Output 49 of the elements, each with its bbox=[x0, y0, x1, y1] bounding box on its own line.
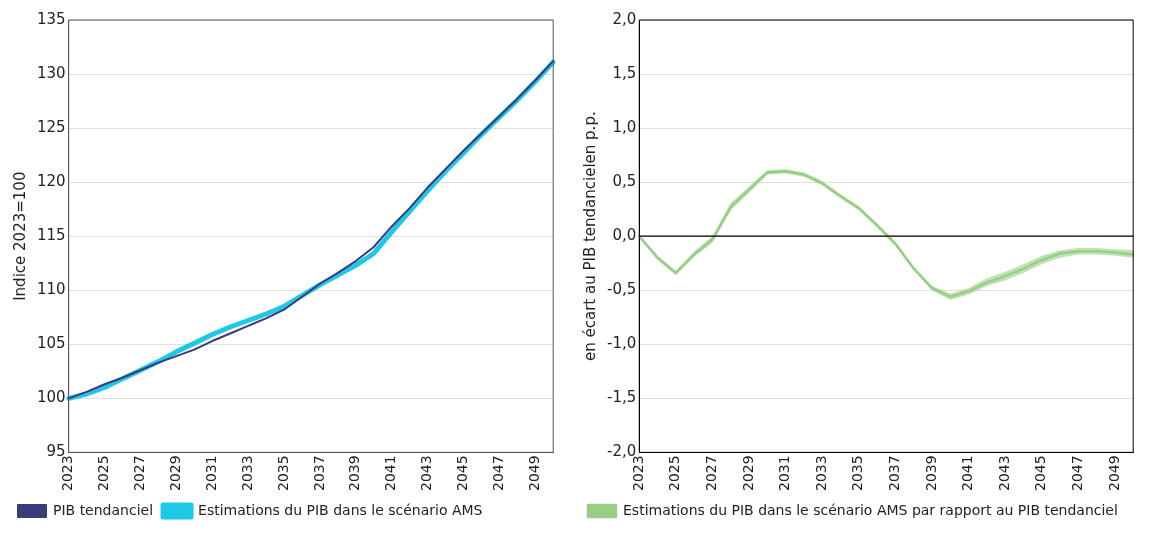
x-tick-label: 2049 bbox=[1105, 455, 1122, 492]
x-tick-label: 2041 bbox=[382, 455, 399, 492]
y-tick-label: 105 bbox=[36, 334, 66, 353]
x-tick-label: 2035 bbox=[274, 455, 291, 492]
y-tick-label: -0,5 bbox=[606, 280, 637, 299]
y-tick-label: 2,0 bbox=[612, 9, 637, 28]
x-tick-label: 2025 bbox=[95, 455, 112, 492]
x-tick-label: 2023 bbox=[59, 455, 76, 492]
x-tick-label: 2037 bbox=[310, 455, 327, 492]
legend-label: Estimations du PIB dans le scénario AMS par rapport au PIB tendanciel bbox=[623, 501, 1118, 518]
x-tick-label: 2043 bbox=[995, 455, 1012, 492]
x-tick-label: 2029 bbox=[166, 455, 183, 492]
y-tick-label: 1,5 bbox=[612, 63, 637, 82]
y-tick-label: 135 bbox=[36, 9, 66, 28]
x-tick-label: 2033 bbox=[812, 455, 829, 492]
x-tick-label: 2049 bbox=[525, 455, 542, 492]
x-tick-label: 2025 bbox=[666, 455, 683, 492]
x-tick-label: 2047 bbox=[1068, 455, 1085, 492]
x-tick-label: 2027 bbox=[131, 455, 148, 492]
y-tick-label: 110 bbox=[36, 280, 66, 299]
x-tick-label: 2031 bbox=[776, 455, 793, 492]
y-tick-label: 0,0 bbox=[612, 226, 637, 245]
x-tick-label: 2031 bbox=[202, 455, 219, 492]
y-tick-label: -1,5 bbox=[606, 388, 637, 407]
x-tick-label: 2037 bbox=[886, 455, 903, 492]
legend-label: Estimations du PIB dans le scénario AMS bbox=[198, 501, 483, 518]
x-tick-label: 2047 bbox=[490, 455, 506, 492]
y-tick-label: 130 bbox=[36, 63, 66, 82]
y-tick-label: 125 bbox=[36, 117, 66, 136]
y-tick-label: -1,0 bbox=[606, 334, 637, 353]
x-tick-label: 2039 bbox=[346, 455, 363, 492]
y-axis-title: Indice 2023=100 bbox=[10, 171, 29, 301]
x-tick-label: 2027 bbox=[703, 455, 720, 492]
y-tick-label: 100 bbox=[36, 388, 66, 407]
y-tick-label: 1,0 bbox=[612, 117, 637, 136]
x-tick-label: 2043 bbox=[418, 455, 435, 492]
y-tick-label: 0,5 bbox=[612, 172, 637, 191]
x-tick-label: 2033 bbox=[238, 455, 255, 492]
y-axis-title: en écart au PIB tendancielen p.p. bbox=[580, 111, 599, 362]
x-tick-label: 2023 bbox=[629, 455, 646, 492]
x-tick-label: 2035 bbox=[849, 455, 866, 492]
x-tick-label: 2029 bbox=[739, 455, 756, 492]
x-tick-label: 2039 bbox=[922, 455, 939, 492]
y-tick-label: 120 bbox=[36, 172, 66, 191]
x-tick-label: 2045 bbox=[1032, 455, 1049, 492]
x-tick-label: 2045 bbox=[454, 455, 471, 492]
legend-label: PIB tendanciel bbox=[53, 501, 154, 518]
y-tick-label: 115 bbox=[36, 226, 66, 245]
x-tick-label: 2041 bbox=[959, 455, 976, 492]
